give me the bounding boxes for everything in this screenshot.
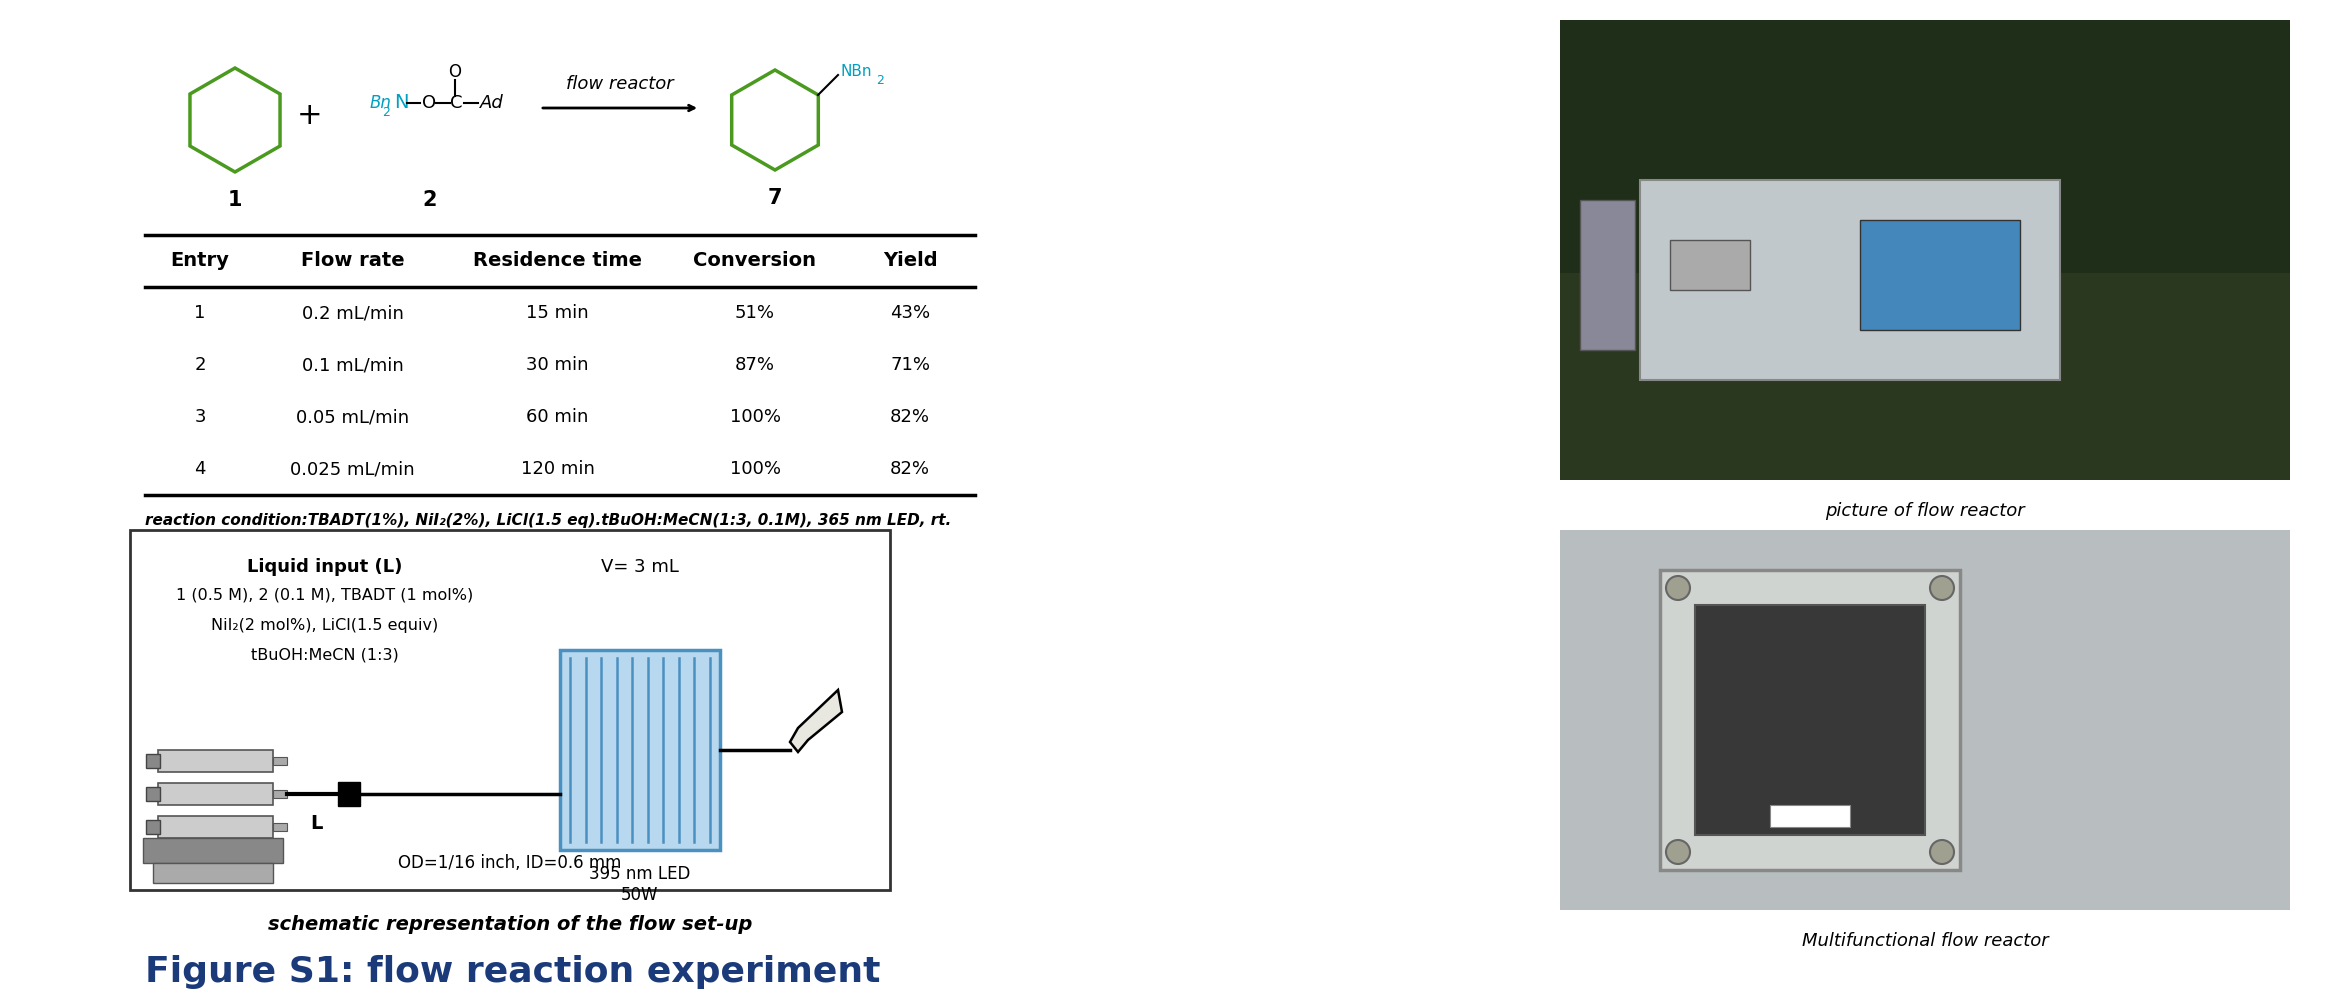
Text: 0.2 mL/min: 0.2 mL/min bbox=[301, 304, 404, 322]
Bar bbox=[1560, 273, 2289, 480]
Text: 71%: 71% bbox=[891, 356, 931, 374]
Text: 82%: 82% bbox=[891, 408, 931, 426]
Text: NBn: NBn bbox=[841, 64, 872, 80]
Bar bbox=[273, 790, 287, 798]
Bar bbox=[273, 823, 287, 831]
Text: 0.05 mL/min: 0.05 mL/min bbox=[296, 408, 409, 426]
Bar bbox=[146, 754, 160, 768]
Bar bbox=[1659, 570, 1960, 870]
Bar bbox=[1560, 530, 2289, 910]
Text: 100%: 100% bbox=[728, 460, 780, 478]
Text: OD=1/16 inch, ID=0.6 mm: OD=1/16 inch, ID=0.6 mm bbox=[397, 854, 623, 872]
Bar bbox=[1694, 605, 1925, 835]
Text: picture of flow reactor: picture of flow reactor bbox=[1826, 502, 2026, 520]
Polygon shape bbox=[790, 690, 841, 752]
Circle shape bbox=[1666, 576, 1690, 600]
Bar bbox=[1859, 220, 2021, 330]
Text: 60 min: 60 min bbox=[526, 408, 590, 426]
Text: 120 min: 120 min bbox=[522, 460, 595, 478]
Text: 2: 2 bbox=[383, 105, 390, 118]
Text: 1 (0.5 M), 2 (0.1 M), TBADT (1 mol%): 1 (0.5 M), 2 (0.1 M), TBADT (1 mol%) bbox=[176, 588, 475, 603]
FancyBboxPatch shape bbox=[129, 530, 891, 890]
Text: Bn: Bn bbox=[369, 94, 392, 112]
Bar bbox=[143, 838, 282, 863]
Text: Ad: Ad bbox=[479, 94, 503, 112]
Text: O: O bbox=[423, 94, 437, 112]
Text: 1: 1 bbox=[195, 304, 207, 322]
Text: 4: 4 bbox=[195, 460, 207, 478]
Bar bbox=[157, 750, 273, 772]
Circle shape bbox=[1929, 840, 1953, 864]
Bar bbox=[1640, 180, 2061, 380]
Text: N: N bbox=[395, 94, 409, 112]
Bar bbox=[338, 782, 360, 806]
Text: 395 nm LED
50W: 395 nm LED 50W bbox=[590, 865, 691, 904]
Text: flow reactor: flow reactor bbox=[566, 75, 674, 93]
Text: schematic representation of the flow set-up: schematic representation of the flow set… bbox=[268, 915, 752, 934]
Text: Residence time: Residence time bbox=[472, 251, 642, 270]
Text: Figure S1: flow reaction experiment: Figure S1: flow reaction experiment bbox=[146, 955, 881, 989]
Text: 2: 2 bbox=[195, 356, 207, 374]
Text: 87%: 87% bbox=[736, 356, 776, 374]
Bar bbox=[146, 787, 160, 801]
Text: reaction condition:TBADT(1%), NiI₂(2%), LiCl(1.5 eq).tBuOH:MeCN(1:3, 0.1M), 365 : reaction condition:TBADT(1%), NiI₂(2%), … bbox=[146, 513, 952, 528]
Bar bbox=[1671, 240, 1751, 290]
Text: 1: 1 bbox=[228, 190, 242, 210]
Bar bbox=[157, 816, 273, 838]
Text: 30 min: 30 min bbox=[526, 356, 590, 374]
Text: Multifunctional flow reactor: Multifunctional flow reactor bbox=[1802, 932, 2049, 950]
Text: +: + bbox=[296, 101, 322, 129]
Text: tBuOH:MeCN (1:3): tBuOH:MeCN (1:3) bbox=[251, 648, 400, 663]
Text: NiI₂(2 mol%), LiCl(1.5 equiv): NiI₂(2 mol%), LiCl(1.5 equiv) bbox=[212, 618, 439, 633]
Text: 51%: 51% bbox=[736, 304, 776, 322]
Circle shape bbox=[1929, 576, 1953, 600]
Text: 100%: 100% bbox=[728, 408, 780, 426]
Text: C: C bbox=[449, 94, 463, 112]
Bar bbox=[1770, 805, 1849, 827]
Text: Flow rate: Flow rate bbox=[301, 251, 404, 270]
Bar bbox=[157, 783, 273, 805]
Text: Liquid input (L): Liquid input (L) bbox=[247, 558, 402, 576]
Circle shape bbox=[1666, 840, 1690, 864]
Bar bbox=[146, 820, 160, 834]
Text: V= 3 mL: V= 3 mL bbox=[602, 558, 679, 576]
Text: 7: 7 bbox=[768, 188, 783, 208]
Text: 2: 2 bbox=[877, 74, 884, 87]
Text: 15 min: 15 min bbox=[526, 304, 590, 322]
FancyBboxPatch shape bbox=[559, 650, 719, 850]
Text: Entry: Entry bbox=[172, 251, 230, 270]
Text: 2: 2 bbox=[423, 190, 437, 210]
Text: O: O bbox=[449, 63, 461, 81]
Text: 0.1 mL/min: 0.1 mL/min bbox=[301, 356, 404, 374]
Text: L: L bbox=[310, 814, 322, 833]
Bar bbox=[153, 863, 273, 883]
Text: 3: 3 bbox=[195, 408, 207, 426]
Bar bbox=[1579, 200, 1636, 350]
Bar bbox=[1560, 20, 2289, 480]
Text: 82%: 82% bbox=[891, 460, 931, 478]
Text: Conversion: Conversion bbox=[693, 251, 815, 270]
Bar bbox=[273, 757, 287, 765]
Text: 0.025 mL/min: 0.025 mL/min bbox=[289, 460, 416, 478]
Text: 43%: 43% bbox=[891, 304, 931, 322]
Text: Yield: Yield bbox=[884, 251, 938, 270]
